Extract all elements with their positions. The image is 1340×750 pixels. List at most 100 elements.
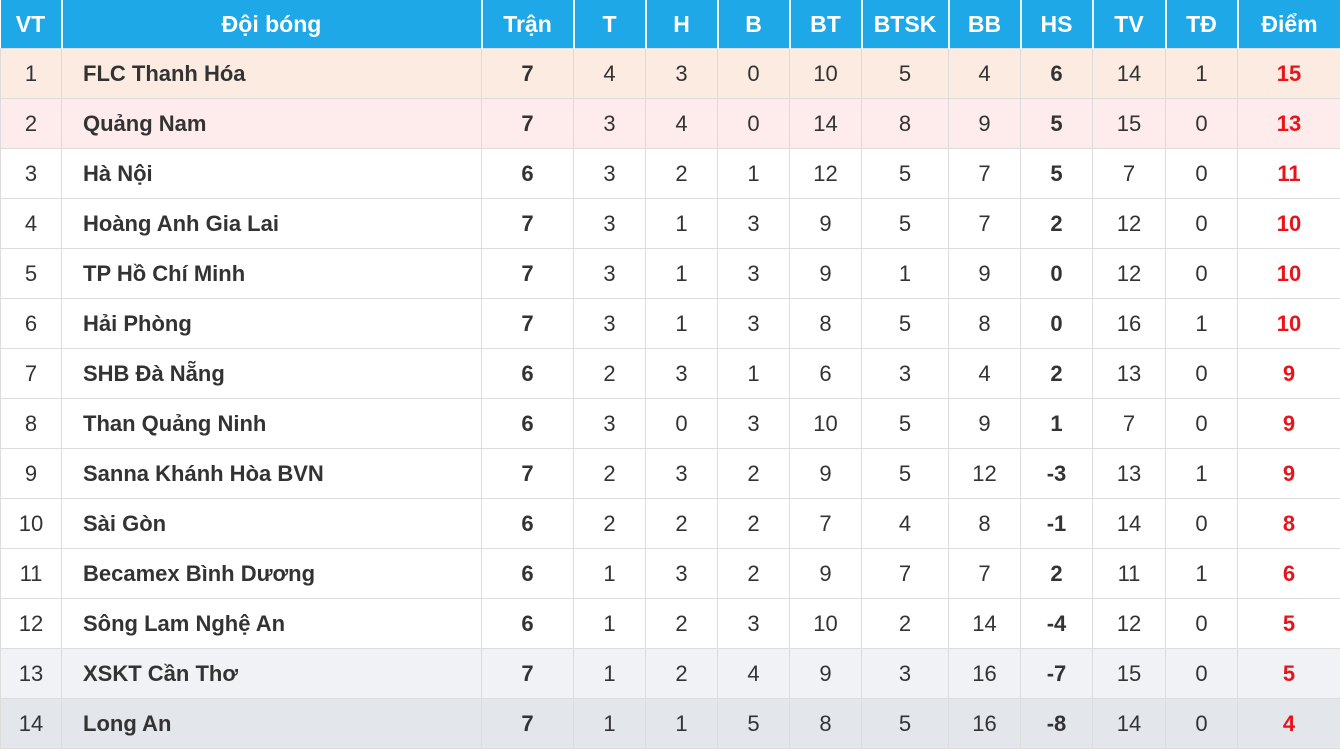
cell-position: 8: [0, 398, 62, 449]
cell-goal-diff: 2: [1020, 198, 1093, 249]
cell-draws: 2: [645, 598, 718, 649]
cell-goals-against: 7: [948, 148, 1021, 199]
cell-yellow-cards: 14: [1092, 498, 1166, 549]
cell-position: 1: [0, 48, 62, 99]
cell-red-cards: 0: [1165, 648, 1238, 699]
cell-draws: 3: [645, 448, 718, 499]
cell-losses: 0: [717, 48, 790, 99]
cell-goals-against: 8: [948, 498, 1021, 549]
cell-position: 5: [0, 248, 62, 299]
cell-goal-diff: -4: [1020, 598, 1093, 649]
cell-losses: 4: [717, 648, 790, 699]
cell-goal-diff: -7: [1020, 648, 1093, 699]
cell-red-cards: 0: [1165, 98, 1238, 149]
cell-away-goals: 5: [861, 48, 949, 99]
cell-team: TP Hồ Chí Minh: [61, 248, 482, 299]
cell-wins: 3: [573, 148, 646, 199]
header-col-points: Điểm: [1236, 0, 1340, 49]
cell-position: 9: [0, 448, 62, 499]
cell-played: 7: [481, 198, 574, 249]
cell-losses: 2: [717, 498, 790, 549]
header-col-played: Trận: [480, 0, 574, 49]
cell-goal-diff: 0: [1020, 248, 1093, 299]
cell-yellow-cards: 16: [1092, 298, 1166, 349]
cell-team: Long An: [61, 698, 482, 749]
cell-points: 10: [1237, 298, 1340, 349]
cell-played: 6: [481, 398, 574, 449]
standings-body: 1 FLC Thanh Hóa 7 4 3 0 10 5 4 6 14 1 15 2 Quảng Nam 7 3…: [0, 48, 1340, 749]
cell-wins: 4: [573, 48, 646, 99]
cell-goals-against: 4: [948, 348, 1021, 399]
cell-position: 10: [0, 498, 62, 549]
cell-goals-for: 9: [789, 248, 862, 299]
cell-played: 7: [481, 248, 574, 299]
cell-away-goals: 2: [861, 598, 949, 649]
cell-losses: 3: [717, 598, 790, 649]
cell-red-cards: 0: [1165, 398, 1238, 449]
cell-position: 3: [0, 148, 62, 199]
cell-team: Hà Nội: [61, 148, 482, 199]
cell-points: 9: [1237, 348, 1340, 399]
cell-draws: 1: [645, 248, 718, 299]
cell-away-goals: 1: [861, 248, 949, 299]
cell-goals-for: 10: [789, 398, 862, 449]
cell-yellow-cards: 12: [1092, 248, 1166, 299]
cell-goals-for: 12: [789, 148, 862, 199]
cell-goals-for: 9: [789, 548, 862, 599]
cell-red-cards: 0: [1165, 148, 1238, 199]
header-col-goals-against: BB: [947, 0, 1021, 49]
cell-team: FLC Thanh Hóa: [61, 48, 482, 99]
header-col-position: VT: [0, 0, 62, 49]
cell-losses: 5: [717, 698, 790, 749]
header-col-yellow-cards: TV: [1091, 0, 1166, 49]
cell-wins: 1: [573, 598, 646, 649]
cell-goal-diff: -3: [1020, 448, 1093, 499]
cell-goals-against: 4: [948, 48, 1021, 99]
cell-goals-for: 7: [789, 498, 862, 549]
cell-goals-for: 9: [789, 648, 862, 699]
cell-played: 7: [481, 48, 574, 99]
cell-draws: 4: [645, 98, 718, 149]
cell-draws: 2: [645, 148, 718, 199]
cell-wins: 3: [573, 398, 646, 449]
cell-position: 4: [0, 198, 62, 249]
cell-red-cards: 0: [1165, 598, 1238, 649]
cell-goals-against: 9: [948, 98, 1021, 149]
cell-wins: 1: [573, 548, 646, 599]
table-row: 1 FLC Thanh Hóa 7 4 3 0 10 5 4 6 14 1 15: [0, 48, 1340, 99]
table-row: 2 Quảng Nam 7 3 4 0 14 8 9 5 15 0 13: [0, 98, 1340, 149]
header-col-losses: B: [716, 0, 790, 49]
cell-away-goals: 5: [861, 448, 949, 499]
cell-red-cards: 1: [1165, 448, 1238, 499]
cell-goals-against: 8: [948, 298, 1021, 349]
cell-points: 9: [1237, 398, 1340, 449]
cell-away-goals: 5: [861, 198, 949, 249]
cell-points: 9: [1237, 448, 1340, 499]
cell-points: 8: [1237, 498, 1340, 549]
cell-position: 11: [0, 548, 62, 599]
cell-draws: 2: [645, 648, 718, 699]
header-col-wins: T: [572, 0, 646, 49]
cell-draws: 2: [645, 498, 718, 549]
cell-played: 7: [481, 648, 574, 699]
cell-losses: 3: [717, 398, 790, 449]
cell-losses: 3: [717, 198, 790, 249]
table-row: 11 Becamex Bình Dương 6 1 3 2 9 7 7 2 11 1 6: [0, 548, 1340, 599]
cell-yellow-cards: 11: [1092, 548, 1166, 599]
cell-played: 6: [481, 148, 574, 199]
cell-losses: 1: [717, 348, 790, 399]
cell-played: 7: [481, 98, 574, 149]
cell-team: Hải Phòng: [61, 298, 482, 349]
header-col-goal-diff: HS: [1019, 0, 1093, 49]
cell-wins: 1: [573, 698, 646, 749]
cell-goals-for: 8: [789, 698, 862, 749]
header-row: VT Đội bóng Trận T H B BT BTSK BB HS TV TĐ Điểm: [0, 0, 1340, 49]
cell-yellow-cards: 12: [1092, 198, 1166, 249]
cell-goals-against: 7: [948, 548, 1021, 599]
cell-points: 15: [1237, 48, 1340, 99]
cell-wins: 3: [573, 198, 646, 249]
cell-wins: 3: [573, 248, 646, 299]
cell-away-goals: 3: [861, 648, 949, 699]
table-row: 4 Hoàng Anh Gia Lai 7 3 1 3 9 5 7 2 12 0 10: [0, 198, 1340, 249]
header-col-team: Đội bóng: [60, 0, 482, 49]
